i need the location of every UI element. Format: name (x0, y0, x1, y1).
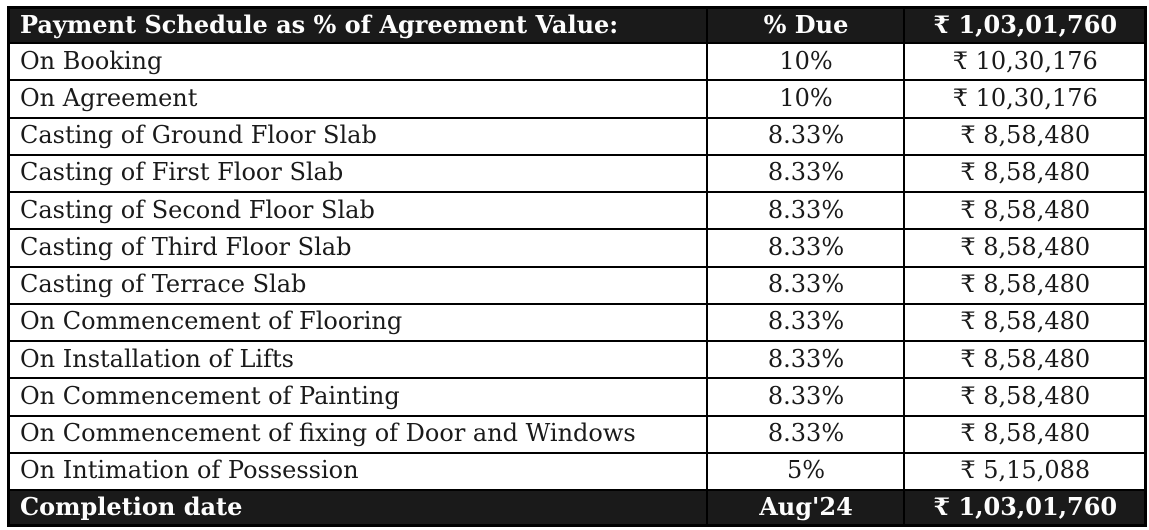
milestone-cell: On Commencement of Painting (7, 377, 708, 417)
milestone-cell: Casting of Third Floor Slab (7, 228, 708, 268)
table-row: On Commencement of fixing of Door and Wi… (7, 414, 1147, 454)
percent-due-cell: 8.33% (705, 339, 905, 380)
table-row: On Intimation of Possession 5% ₹ 5,15,088 (7, 451, 1147, 492)
milestone-cell: On Agreement (7, 79, 708, 119)
amount-cell: ₹ 8,58,480 (902, 339, 1147, 380)
milestone-cell: Casting of Ground Floor Slab (7, 116, 708, 156)
header-total-amount: ₹ 1,03,01,760 (902, 6, 1147, 44)
percent-due-cell: 10% (705, 41, 905, 82)
footer-completion-date: Aug'24 (705, 489, 905, 527)
percent-due-cell: 8.33% (705, 116, 905, 156)
table-row: Casting of Ground Floor Slab 8.33% ₹ 8,58,… (7, 116, 1147, 156)
table-row: On Installation of Lifts 8.33% ₹ 8,58,480 (7, 339, 1147, 380)
amount-cell: ₹ 8,58,480 (902, 228, 1147, 268)
table-row: Casting of First Floor Slab 8.33% ₹ 8,58,4… (7, 153, 1147, 194)
table-row: On Commencement of Flooring 8.33% ₹ 8,58,4… (7, 302, 1147, 343)
milestone-cell: Casting of First Floor Slab (7, 153, 708, 194)
amount-cell: ₹ 8,58,480 (902, 265, 1147, 305)
milestone-cell: On Booking (7, 41, 708, 82)
amount-cell: ₹ 5,15,088 (902, 451, 1147, 492)
amount-cell: ₹ 8,58,480 (902, 190, 1147, 231)
percent-due-cell: 8.33% (705, 414, 905, 454)
table-body: On Booking 10% ₹ 10,30,176 On Agreement 10% ₹… (7, 41, 1147, 492)
amount-cell: ₹ 8,58,480 (902, 116, 1147, 156)
percent-due-cell: 5% (705, 451, 905, 492)
amount-cell: ₹ 10,30,176 (902, 79, 1147, 119)
percent-due-cell: 8.33% (705, 302, 905, 343)
amount-cell: ₹ 8,58,480 (902, 302, 1147, 343)
amount-cell: ₹ 8,58,480 (902, 414, 1147, 454)
table-row: Casting of Second Floor Slab 8.33% ₹ 8,58,… (7, 190, 1147, 231)
milestone-cell: On Commencement of fixing of Door and Wi… (7, 414, 708, 454)
percent-due-cell: 8.33% (705, 377, 905, 417)
table-row: Casting of Third Floor Slab 8.33% ₹ 8,58,4… (7, 228, 1147, 268)
table-row: On Commencement of Painting 8.33% ₹ 8,58,4… (7, 377, 1147, 417)
table-footer-row: Completion date Aug'24 ₹ 1,03,01,760 (7, 489, 1147, 527)
header-title: Payment Schedule as % of Agreement Value… (7, 6, 708, 44)
percent-due-cell: 8.33% (705, 190, 905, 231)
footer-total-amount: ₹ 1,03,01,760 (902, 489, 1147, 527)
amount-cell: ₹ 8,58,480 (902, 377, 1147, 417)
table-row: On Booking 10% ₹ 10,30,176 (7, 41, 1147, 82)
amount-cell: ₹ 8,58,480 (902, 153, 1147, 194)
percent-due-cell: 8.33% (705, 153, 905, 194)
table-row: Casting of Terrace Slab 8.33% ₹ 8,58,480 (7, 265, 1147, 305)
table-row: On Agreement 10% ₹ 10,30,176 (7, 79, 1147, 119)
amount-cell: ₹ 10,30,176 (902, 41, 1147, 82)
footer-label: Completion date (7, 489, 708, 527)
milestone-cell: On Installation of Lifts (7, 339, 708, 380)
percent-due-cell: 10% (705, 79, 905, 119)
percent-due-cell: 8.33% (705, 228, 905, 268)
payment-schedule-table: Payment Schedule as % of Agreement Value… (7, 6, 1147, 527)
milestone-cell: On Commencement of Flooring (7, 302, 708, 343)
milestone-cell: Casting of Second Floor Slab (7, 190, 708, 231)
milestone-cell: Casting of Terrace Slab (7, 265, 708, 305)
percent-due-cell: 8.33% (705, 265, 905, 305)
header-percent-due: % Due (705, 6, 905, 44)
table-header-row: Payment Schedule as % of Agreement Value… (7, 6, 1147, 44)
milestone-cell: On Intimation of Possession (7, 451, 708, 492)
